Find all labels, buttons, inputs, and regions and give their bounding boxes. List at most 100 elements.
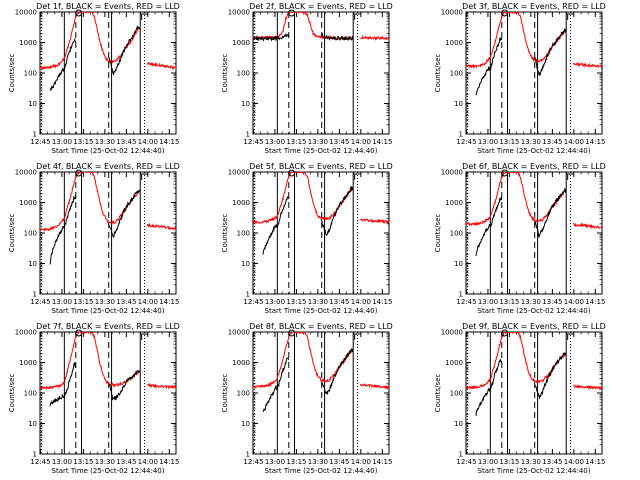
- y-tick-label: 100: [237, 390, 250, 398]
- bracket-marker: [567, 333, 574, 340]
- y-tick-label: 100: [24, 70, 37, 78]
- detector-panel-3: Det 3f, BLACK = Events, RED = LLD 1 10 100 1…: [434, 2, 606, 155]
- y-tick-label: 1: [33, 451, 37, 459]
- y-tick-label: 1: [33, 131, 37, 139]
- x-tick-label: 13:45: [329, 298, 349, 306]
- lld-series-line: [573, 384, 602, 391]
- events-series-line: [253, 32, 290, 43]
- events-series-line: [108, 189, 141, 239]
- lld-series-line: [40, 172, 141, 232]
- lld-series-line: [466, 172, 567, 227]
- x-tick-label: 13:15: [286, 458, 306, 466]
- y-tick-label: 100: [450, 390, 463, 398]
- y-tick-label: 10: [241, 260, 250, 268]
- x-tick-label: 12:45: [456, 298, 476, 306]
- lld-series-line: [253, 172, 354, 225]
- y-tick-label: 10: [28, 260, 37, 268]
- y-axis-label: Counts/sec: [434, 54, 442, 93]
- x-tick-label: 13:15: [499, 298, 519, 306]
- x-tick-label: 14:15: [585, 298, 605, 306]
- x-tick-label: 13:30: [308, 138, 328, 146]
- y-axis-label: Counts/sec: [8, 214, 16, 253]
- y-tick-label: 1000: [19, 39, 37, 47]
- y-tick-label: 100: [24, 230, 37, 238]
- x-tick-label: 14:00: [351, 298, 371, 306]
- peak-marker: [288, 329, 296, 337]
- lld-series-line: [253, 12, 354, 41]
- peak-marker: [501, 9, 509, 17]
- lld-series-line: [466, 332, 567, 390]
- detector-panel-6: Det 6f, BLACK = Events, RED = LLD 1 10 100 1…: [434, 162, 606, 315]
- x-tick-label: 14:15: [372, 138, 392, 146]
- y-tick-label: 10: [28, 420, 37, 428]
- x-tick-label: 12:45: [243, 298, 263, 306]
- x-tick-label: 14:00: [138, 458, 158, 466]
- panel-data: [40, 332, 176, 454]
- bracket-marker: [354, 333, 361, 340]
- detector-panel-2: Det 2f, BLACK = Events, RED = LLD 1 10 100 1…: [221, 2, 393, 155]
- panel-data: [40, 172, 176, 294]
- bracket-marker: [354, 13, 361, 20]
- y-tick-label: 1000: [19, 359, 37, 367]
- y-tick-label: 100: [450, 230, 463, 238]
- peak-marker: [75, 169, 83, 177]
- lld-series-line: [40, 332, 141, 390]
- x-tick-label: 13:30: [308, 298, 328, 306]
- events-series-line: [475, 196, 503, 256]
- x-tick-label: 13:45: [329, 458, 349, 466]
- lld-series-line: [360, 217, 389, 225]
- events-series-line: [321, 185, 354, 237]
- y-tick-label: 100: [237, 230, 250, 238]
- x-tick-label: 14:00: [138, 138, 158, 146]
- x-tick-label: 13:30: [521, 458, 541, 466]
- lld-series-line: [466, 12, 567, 70]
- y-tick-label: 1: [246, 131, 250, 139]
- panel-data: [466, 332, 602, 454]
- y-tick-label: 10000: [228, 9, 250, 17]
- y-tick-label: 1: [246, 291, 250, 299]
- events-series-line: [49, 361, 77, 407]
- y-tick-label: 100: [24, 390, 37, 398]
- x-tick-label: 13:30: [308, 458, 328, 466]
- x-axis-label: Start Time (25-Oct-02 12:44:40): [478, 307, 591, 315]
- y-tick-label: 1: [246, 451, 250, 459]
- lld-series-line: [572, 61, 602, 70]
- x-tick-label: 13:30: [521, 298, 541, 306]
- y-axis-label: Counts/sec: [8, 54, 16, 93]
- x-tick-label: 13:00: [478, 298, 498, 306]
- events-series-line: [321, 32, 354, 42]
- x-tick-label: 14:15: [372, 298, 392, 306]
- y-tick-label: 10000: [228, 329, 250, 337]
- detector-panel-1: Det 1f, BLACK = Events, RED = LLD 1 10 100 1…: [8, 2, 180, 155]
- x-tick-label: 13:45: [116, 298, 136, 306]
- x-tick-label: 13:00: [478, 138, 498, 146]
- x-tick-label: 14:00: [564, 298, 584, 306]
- y-axis-label: Counts/sec: [221, 374, 229, 413]
- y-tick-label: 1000: [232, 199, 250, 207]
- y-tick-label: 10000: [441, 9, 463, 17]
- events-series-line: [262, 196, 290, 255]
- x-tick-label: 14:00: [564, 458, 584, 466]
- x-tick-label: 13:15: [73, 298, 93, 306]
- x-tick-label: 14:00: [564, 138, 584, 146]
- panel-title: Det 8f, BLACK = Events, RED = LLD: [249, 322, 393, 331]
- detector-panel-9: Det 9f, BLACK = Events, RED = LLD 1 10 100 1…: [434, 322, 606, 475]
- x-axis-label: Start Time (25-Oct-02 12:44:40): [265, 467, 378, 475]
- x-tick-label: 12:45: [30, 458, 50, 466]
- y-tick-label: 10: [28, 100, 37, 108]
- events-series-line: [321, 347, 354, 395]
- y-tick-label: 10: [454, 100, 463, 108]
- x-tick-label: 14:00: [138, 298, 158, 306]
- events-series-line: [262, 357, 290, 413]
- events-series-line: [49, 37, 77, 91]
- lld-series-line: [40, 12, 141, 71]
- bracket-marker: [141, 333, 148, 340]
- x-axis-label: Start Time (25-Oct-02 12:44:40): [52, 467, 165, 475]
- events-series-line: [534, 352, 567, 400]
- panel-data: [466, 12, 602, 134]
- x-tick-label: 14:15: [585, 458, 605, 466]
- bracket-marker: [567, 173, 574, 180]
- x-axis-label: Start Time (25-Oct-02 12:44:40): [52, 307, 165, 315]
- y-tick-label: 1000: [232, 359, 250, 367]
